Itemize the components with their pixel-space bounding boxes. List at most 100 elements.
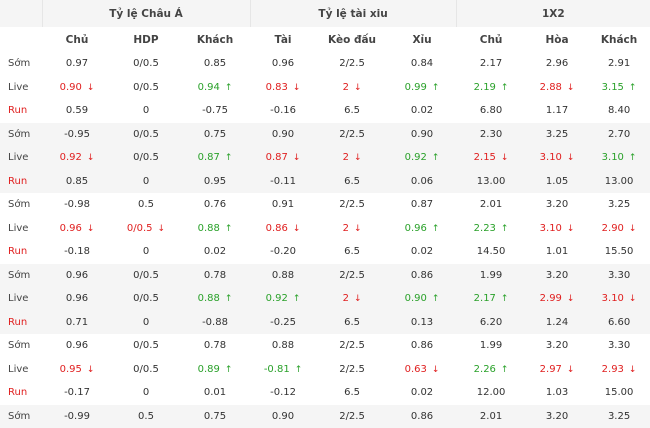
odds-value: 3.25 xyxy=(607,199,631,211)
odds-cell-line: 2 ↓ xyxy=(316,146,389,170)
arrow-up-icon: ↑ xyxy=(500,223,509,234)
odds-value: -0.12 xyxy=(270,387,296,399)
odds-cell-over: 0.96 xyxy=(250,52,316,76)
table-row: Sớm -0.99 0.5 0.75 0.90 2/2.5 0.86 2.01 3.20 3.25 xyxy=(0,404,650,428)
odds-cell-1x2-away: 3.25 xyxy=(588,193,650,217)
odds-value: 0.88 xyxy=(197,293,220,305)
odds-value: 0.71 xyxy=(65,316,89,328)
arrow-down-icon: ↓ xyxy=(500,153,509,164)
odds-value: 0.96 xyxy=(59,222,82,234)
odds-value: 0.89 xyxy=(197,363,220,375)
table-row: Sớm -0.95 0/0.5 0.75 0.90 2/2.5 0.90 2.30 3.25 2.… xyxy=(0,122,650,146)
odds-value: 0/0.5 xyxy=(133,340,159,352)
odds-cell-1x2-home: 2.01 xyxy=(456,404,527,428)
odds-value: 2/2.5 xyxy=(339,128,365,140)
arrow-up-icon: ↑ xyxy=(294,364,303,375)
row-label-som: Sớm xyxy=(0,404,42,428)
odds-cell-1x2-away: 13.00 xyxy=(588,169,650,193)
odds-value: 0.84 xyxy=(410,58,434,70)
odds-value: 0.94 xyxy=(197,81,220,93)
table-row: Sớm 0.97 0/0.5 0.85 0.96 2/2.5 0.84 2.17 2.96 2.9… xyxy=(0,52,650,76)
odds-cell-1x2-away: 3.25 xyxy=(588,404,650,428)
odds-value: 2/2.5 xyxy=(339,199,365,211)
odds-value: 0.76 xyxy=(203,199,227,211)
odds-value: 2/2.5 xyxy=(339,363,365,375)
odds-value: -0.16 xyxy=(270,105,296,117)
odds-value: 0.02 xyxy=(203,246,227,258)
col-header-hdp: HDP xyxy=(112,27,180,52)
odds-value: 3.20 xyxy=(545,269,569,281)
row-label-run: Run xyxy=(8,387,28,399)
odds-cell-1x2-home: 2.17 xyxy=(456,52,526,76)
odds-value: 1.99 xyxy=(479,269,503,281)
odds-value: -0.75 xyxy=(202,105,228,117)
odds-value: 0.5 xyxy=(138,410,154,422)
odds-value: -0.99 xyxy=(64,410,90,422)
odds-cell-under: 0.87 xyxy=(388,193,456,217)
odds-cell-1x2-home: 2.15 ↓ xyxy=(456,146,527,170)
odds-cell-draw: 3.20 xyxy=(526,263,589,287)
odds-cell-over: -0.11 xyxy=(250,169,317,193)
odds-value: 0.96 xyxy=(65,269,89,281)
table-row: Live 0.96 ↓ 0/0.5 ↓ 0.88 ↑ 0.86 ↓ 2 ↓ 0.96 ↑ 2.23 ↑ 3.1… xyxy=(0,217,650,241)
odds-cell-over: -0.20 xyxy=(250,240,316,264)
odds-value: 1.01 xyxy=(545,246,569,258)
odds-cell-draw: 3.10 ↓ xyxy=(526,217,588,241)
arrow-up-icon: ↑ xyxy=(224,82,233,93)
col-header-1x2-home: Chủ xyxy=(456,27,527,52)
arrow-up-icon: ↑ xyxy=(628,153,637,164)
row-label-run: Run xyxy=(0,169,42,193)
row-label-som: Sớm xyxy=(0,263,42,287)
odds-value: 6.5 xyxy=(344,246,360,258)
odds-cell-hdp: 0 xyxy=(112,169,180,193)
odds-cell-home: -0.99 xyxy=(42,404,112,428)
odds-cell-home: 0.96 xyxy=(42,334,112,358)
col-header-away: Khách xyxy=(180,27,251,52)
arrow-down-icon: ↓ xyxy=(566,294,575,305)
col-header-1x2-away: Khách xyxy=(588,27,650,52)
odds-value: 0.90 xyxy=(59,81,82,93)
arrow-down-icon: ↓ xyxy=(628,294,637,305)
odds-cell-line: 6.5 xyxy=(316,240,388,264)
row-label-som: Sớm xyxy=(0,122,42,146)
odds-value: 0.88 xyxy=(271,269,295,281)
odds-cell-hdp: 0/0.5 xyxy=(112,52,180,76)
odds-value: 0/0.5 xyxy=(133,152,159,164)
odds-cell-away: 0.75 xyxy=(180,404,251,428)
odds-value: 0.90 xyxy=(271,410,295,422)
col-header-over: Tài xyxy=(250,27,317,52)
odds-value: 0.95 xyxy=(203,175,227,187)
odds-value: 2/2.5 xyxy=(339,340,365,352)
odds-value: 12.00 xyxy=(476,387,506,399)
odds-value: 6.5 xyxy=(344,105,360,117)
odds-cell-draw: 1.24 xyxy=(526,310,589,334)
odds-value: 2.26 xyxy=(473,363,496,375)
row-label-som: Sớm xyxy=(8,199,31,211)
odds-value: -0.88 xyxy=(202,316,228,328)
odds-cell-1x2-home: 2.30 xyxy=(456,122,527,146)
arrow-down-icon: ↓ xyxy=(353,223,362,234)
odds-value: 0.02 xyxy=(410,246,434,258)
odds-value: 0.96 xyxy=(65,340,89,352)
odds-cell-under: 0.86 xyxy=(388,263,457,287)
odds-cell-1x2-home: 2.17 ↑ xyxy=(456,287,527,311)
odds-value: 2.01 xyxy=(479,199,503,211)
odds-value: 0/0.5 xyxy=(126,222,153,234)
odds-cell-away: 0.76 xyxy=(180,193,250,217)
odds-value: 2/2.5 xyxy=(339,410,365,422)
odds-cell-line: 2/2.5 xyxy=(316,52,388,76)
odds-cell-1x2-home: 6.20 xyxy=(456,310,527,334)
odds-cell-hdp: 0/0.5 xyxy=(112,358,180,382)
col-header-home: Chủ xyxy=(42,27,112,52)
odds-cell-1x2-away: 15.50 xyxy=(588,240,650,264)
odds-value: 0.78 xyxy=(203,269,227,281)
arrow-up-icon: ↑ xyxy=(431,294,440,305)
arrow-down-icon: ↓ xyxy=(292,153,301,164)
odds-cell-away: 0.78 xyxy=(180,334,250,358)
arrow-down-icon: ↓ xyxy=(353,82,362,93)
odds-cell-1x2-home: 1.99 xyxy=(456,334,526,358)
label-column-header xyxy=(0,27,42,52)
odds-cell-1x2-away: 2.91 xyxy=(588,52,650,76)
odds-cell-1x2-home: 2.26 ↑ xyxy=(456,358,526,382)
